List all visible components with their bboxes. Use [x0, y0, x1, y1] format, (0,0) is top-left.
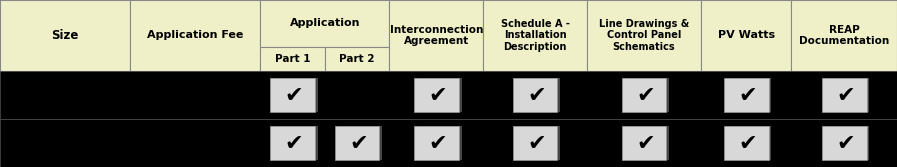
Text: ✔: ✔ — [285, 134, 303, 154]
Text: ✔: ✔ — [739, 134, 757, 154]
Bar — [414, 78, 458, 112]
Bar — [624, 126, 669, 160]
Text: Application Fee: Application Fee — [147, 31, 243, 40]
Bar — [270, 126, 315, 160]
Bar — [701, 0, 791, 71]
Text: ✔: ✔ — [527, 86, 546, 106]
Bar — [727, 126, 771, 160]
Bar — [513, 126, 557, 160]
Text: Part 1: Part 1 — [274, 54, 310, 64]
Bar — [513, 78, 557, 112]
Text: PV Watts: PV Watts — [718, 31, 775, 40]
Bar — [822, 78, 867, 112]
Bar — [824, 126, 869, 160]
Text: ✔: ✔ — [527, 134, 546, 154]
Bar — [724, 126, 769, 160]
Text: REAP
Documentation: REAP Documentation — [799, 25, 889, 46]
Bar — [273, 126, 318, 160]
Bar — [622, 78, 666, 112]
Bar — [416, 126, 461, 160]
Bar — [791, 0, 897, 71]
Bar — [325, 47, 389, 71]
Text: ✔: ✔ — [637, 86, 655, 106]
Text: ✔: ✔ — [837, 86, 855, 106]
Text: ✔: ✔ — [739, 86, 757, 106]
Bar — [335, 126, 379, 160]
Bar — [624, 78, 669, 112]
Bar — [130, 0, 260, 71]
Text: Line Drawings &
Control Panel
Schematics: Line Drawings & Control Panel Schematics — [599, 19, 689, 52]
Text: ✔: ✔ — [429, 134, 448, 154]
Text: ✔: ✔ — [837, 134, 855, 154]
Bar — [389, 0, 483, 71]
Bar — [724, 78, 769, 112]
Bar — [337, 126, 382, 160]
Bar — [414, 126, 458, 160]
Text: ✔: ✔ — [429, 86, 448, 106]
Text: Application: Application — [290, 18, 360, 28]
Bar — [587, 0, 701, 71]
Bar — [260, 47, 325, 71]
Text: Part 2: Part 2 — [339, 54, 375, 64]
Bar — [416, 78, 461, 112]
Bar — [515, 78, 560, 112]
Bar — [0, 0, 130, 71]
Bar — [0, 119, 897, 167]
Bar — [822, 126, 867, 160]
Bar — [0, 71, 897, 119]
Bar — [260, 0, 389, 47]
Text: Size: Size — [51, 29, 79, 42]
Bar — [483, 0, 587, 71]
Text: Schedule A -
Installation
Description: Schedule A - Installation Description — [501, 19, 570, 52]
Text: ✔: ✔ — [350, 134, 368, 154]
Text: ✔: ✔ — [637, 134, 655, 154]
Text: Interconnection
Agreement: Interconnection Agreement — [389, 25, 483, 46]
Bar — [727, 78, 771, 112]
Bar — [270, 78, 315, 112]
Bar — [515, 126, 560, 160]
Bar — [824, 78, 869, 112]
Bar — [273, 78, 318, 112]
Text: ✔: ✔ — [285, 86, 303, 106]
Bar — [622, 126, 666, 160]
